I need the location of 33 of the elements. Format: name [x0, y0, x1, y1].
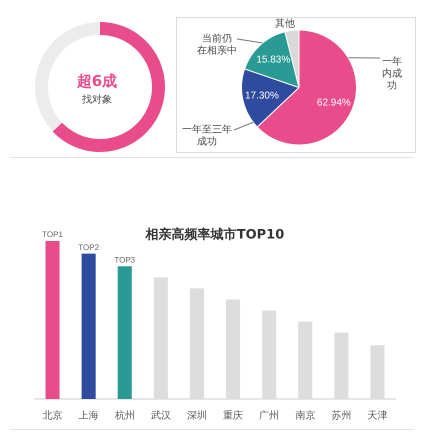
bar — [190, 288, 204, 399]
x-tick-label: 广州 — [259, 410, 280, 422]
x-tick-label: 上海 — [78, 410, 99, 422]
x-tick-label: 武汉 — [150, 410, 171, 422]
bar — [118, 266, 132, 399]
x-tick-label: 杭州 — [114, 410, 135, 422]
annotation: TOP3 — [114, 255, 136, 264]
bar — [334, 332, 348, 399]
data-label: 62.94% — [316, 97, 351, 108]
bar — [226, 299, 240, 399]
slice-label: 其他 — [275, 18, 295, 30]
chart-title: 相亲高频率城市TOP10 — [144, 226, 284, 242]
annotation: TOP1 — [42, 230, 64, 240]
slice-label: 一年内成功 — [382, 56, 402, 92]
bar — [262, 310, 276, 399]
bar — [154, 277, 168, 399]
x-tick-label: 苏州 — [331, 410, 352, 422]
text: 超6成 — [76, 72, 118, 90]
annotation: TOP2 — [78, 242, 100, 252]
x-tick-label: 重庆 — [223, 410, 244, 422]
x-tick-label: 南京 — [295, 410, 316, 422]
x-tick-label: 天津 — [367, 410, 388, 422]
x-tick-label: 深圳 — [186, 410, 207, 422]
bar — [46, 241, 60, 399]
slice-label: 一年至三年成功 — [182, 124, 232, 148]
x-tick-label: 北京 — [42, 410, 63, 422]
data-label: 15.83% — [256, 54, 290, 66]
data-label: 17.30% — [244, 90, 279, 102]
slice-label: 当前仍在相亲中 — [197, 32, 237, 57]
bar — [370, 345, 384, 399]
bar — [82, 254, 96, 399]
text: 找对象 — [81, 94, 112, 106]
bar — [298, 322, 312, 399]
